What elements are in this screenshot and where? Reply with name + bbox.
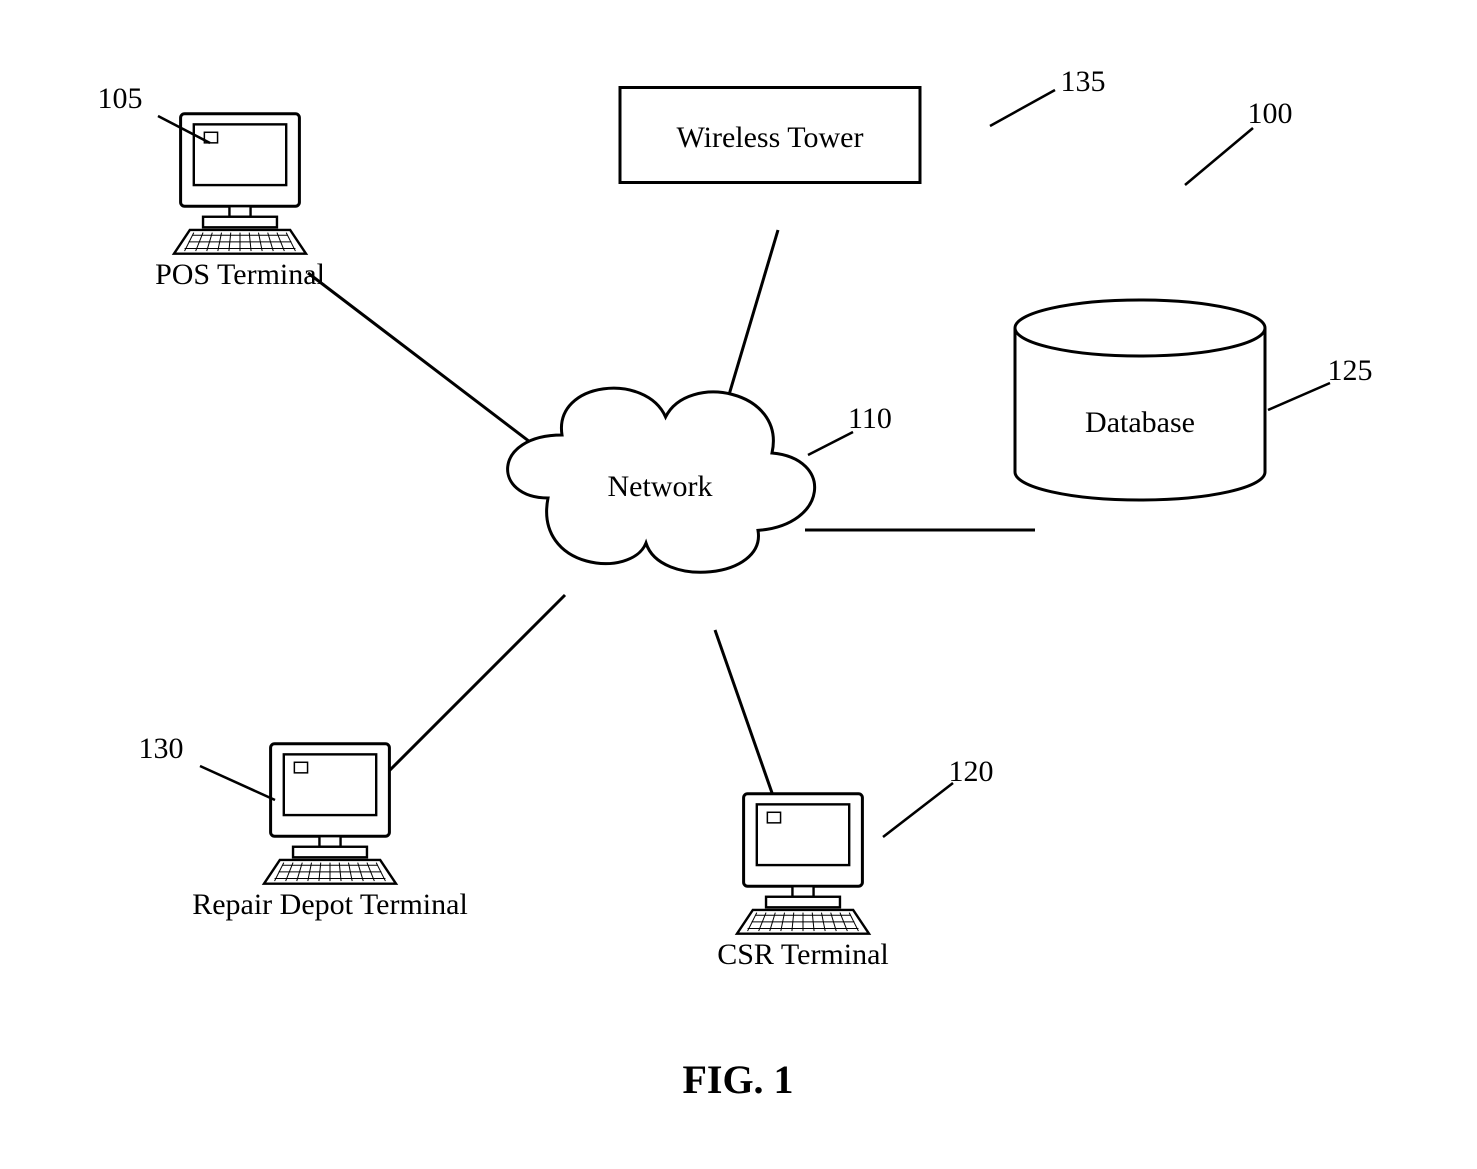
label-repair-depot-terminal: Repair Depot Terminal (130, 888, 530, 922)
node-csr_terminal (737, 794, 869, 934)
label-120: 120 (771, 755, 1171, 789)
ref-leader-130 (200, 766, 275, 800)
label-fig-1: FIG. 1 (538, 1056, 938, 1103)
edge-network-repair_depot (380, 595, 565, 780)
label-network: Network (460, 470, 860, 504)
label-130: 130 (0, 732, 361, 766)
node-database (1015, 300, 1265, 500)
label-100: 100 (1070, 97, 1470, 131)
ref-leader-100 (1185, 128, 1253, 185)
label-csr-terminal: CSR Terminal (603, 938, 1003, 972)
label-110: 110 (670, 402, 1070, 436)
label-pos-terminal: POS Terminal (40, 258, 440, 292)
ref-leader-120 (883, 783, 953, 837)
diagram-svg (0, 0, 1477, 1169)
label-135: 135 (883, 65, 1283, 99)
label-wireless-tower: Wireless Tower (570, 121, 970, 155)
label-105: 105 (0, 82, 320, 116)
label-125: 125 (1150, 354, 1477, 388)
edge-wireless_tower-network (723, 230, 778, 415)
diagram-canvas: POS TerminalWireless TowerNetworkDatabas… (0, 0, 1477, 1169)
